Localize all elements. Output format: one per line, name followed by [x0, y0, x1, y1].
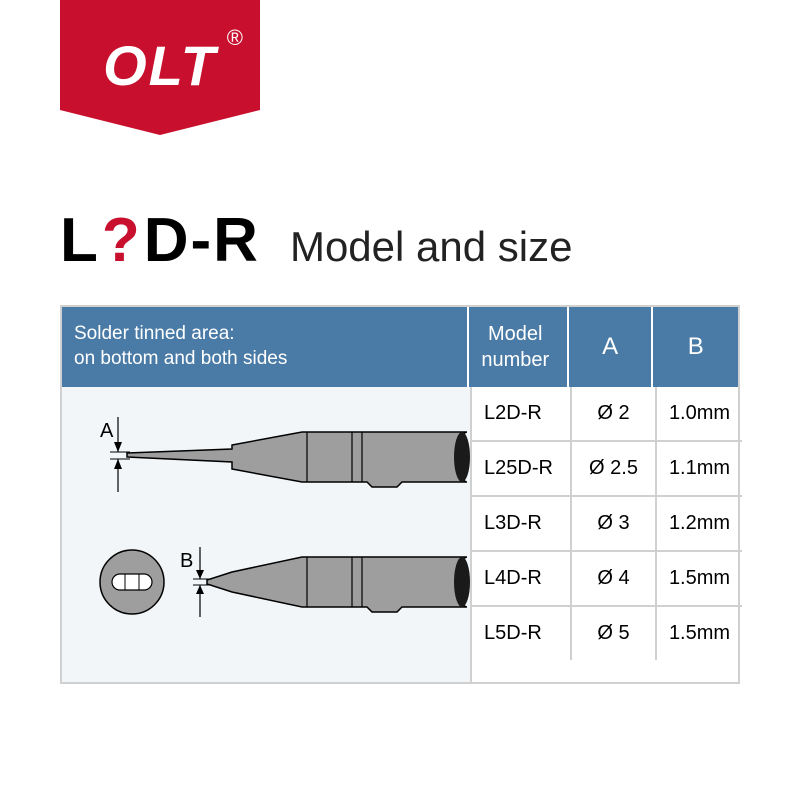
cell-model: L25D-R: [472, 442, 572, 495]
cell-b: 1.5mm: [657, 607, 742, 660]
table-header: Solder tinned area: on bottom and both s…: [62, 307, 738, 387]
header-diagram: Solder tinned area: on bottom and both s…: [62, 307, 469, 387]
cell-b: 1.0mm: [657, 387, 742, 440]
table-row: L3D-R Ø 3 1.2mm: [472, 497, 742, 552]
data-rows: L2D-R Ø 2 1.0mm L25D-R Ø 2.5 1.1mm L3D-R…: [472, 387, 742, 682]
table-row: L2D-R Ø 2 1.0mm: [472, 387, 742, 442]
cell-a: Ø 3: [572, 497, 657, 550]
header-a: A: [569, 307, 654, 387]
cell-model: L4D-R: [472, 552, 572, 605]
table-row: L25D-R Ø 2.5 1.1mm: [472, 442, 742, 497]
cell-a: Ø 5: [572, 607, 657, 660]
cell-b: 1.1mm: [657, 442, 742, 495]
cell-a: Ø 2.5: [572, 442, 657, 495]
table-body: A B: [62, 387, 738, 682]
cell-model: L5D-R: [472, 607, 572, 660]
dim-label-b: B: [180, 550, 193, 572]
header-b: B: [653, 307, 738, 387]
spec-table: Solder tinned area: on bottom and both s…: [60, 305, 740, 684]
table-row: L5D-R Ø 5 1.5mm: [472, 607, 742, 660]
cell-a: Ø 4: [572, 552, 657, 605]
cell-model: L3D-R: [472, 497, 572, 550]
tip-top-view: B: [100, 547, 470, 617]
table-row: L4D-R Ø 4 1.5mm: [472, 552, 742, 607]
brand-banner: OLT ®: [60, 0, 260, 110]
dim-label-a: A: [100, 420, 114, 442]
registered-symbol: ®: [227, 25, 245, 51]
cell-model: L2D-R: [472, 387, 572, 440]
barrel-end-bottom: [454, 557, 470, 607]
tip-diagram: A B: [62, 387, 472, 677]
cell-b: 1.5mm: [657, 552, 742, 605]
diagram-cell: A B: [62, 387, 472, 682]
title-label: Model and size: [290, 223, 573, 271]
title-prefix: L: [60, 206, 100, 275]
title-suffix: D-R: [144, 206, 260, 275]
title-row: L?D-R Model and size: [60, 205, 572, 276]
barrel-end-top: [454, 432, 470, 482]
cell-b: 1.2mm: [657, 497, 742, 550]
brand-text: OLT: [103, 34, 217, 97]
header-model: Model number: [469, 307, 568, 387]
cell-a: Ø 2: [572, 387, 657, 440]
tip-side-view: A: [100, 417, 470, 492]
title-code: L?D-R: [60, 205, 260, 276]
title-marker: ?: [100, 206, 144, 275]
brand-name: OLT ®: [103, 33, 217, 98]
tip-cross-section: [100, 550, 164, 614]
